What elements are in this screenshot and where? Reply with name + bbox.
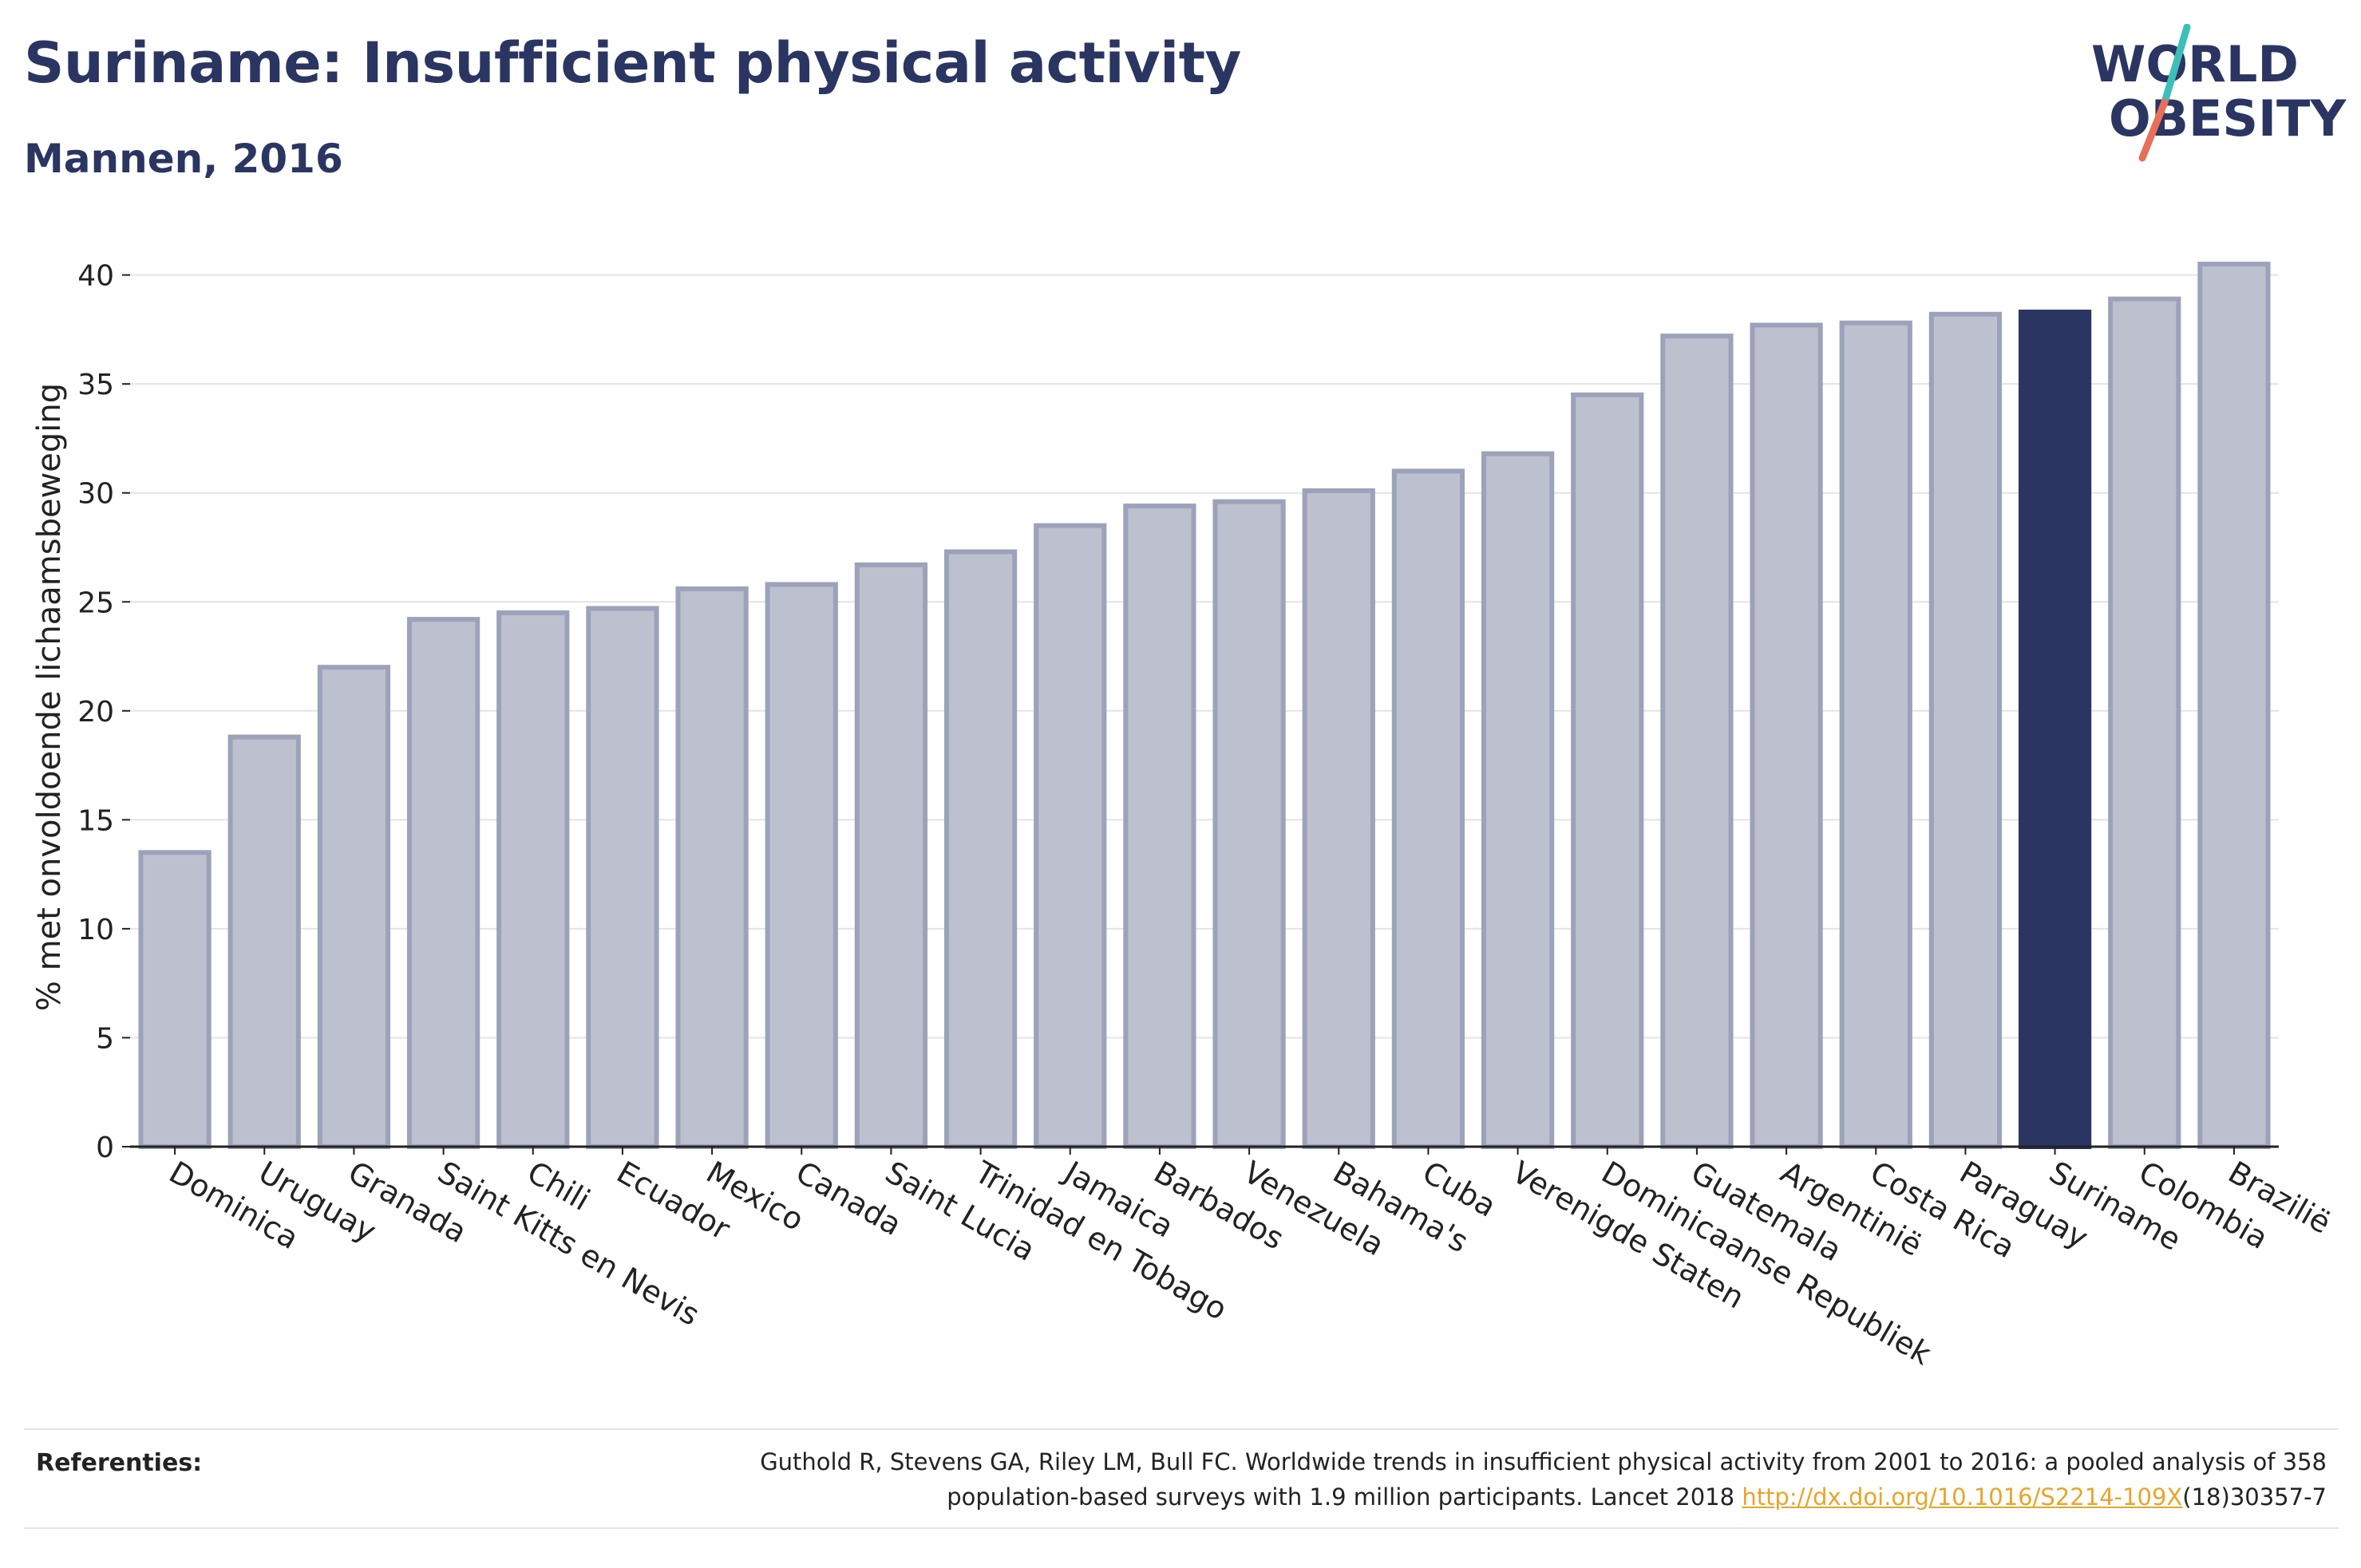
references-text: Guthold R, Stevens GA, Riley LM, Bull FC… bbox=[491, 1444, 2327, 1515]
logo-slash-top bbox=[2161, 24, 2191, 106]
y-tick-label: 40 bbox=[77, 260, 114, 293]
page-title: Suriname: Insufficient physical activity bbox=[24, 30, 1241, 96]
y-tick-label: 35 bbox=[77, 369, 114, 401]
bar-brazili- bbox=[2197, 261, 2271, 1150]
bar-colombia bbox=[2108, 296, 2181, 1149]
bar-canada bbox=[765, 582, 838, 1149]
bar-barbados bbox=[1123, 504, 1196, 1149]
reference-line-2-suffix: (18)30357-7 bbox=[2182, 1483, 2327, 1511]
bar-saint-lucia bbox=[854, 562, 928, 1149]
page-subtitle: Mannen, 2016 bbox=[24, 136, 343, 182]
bar-suriname bbox=[2018, 310, 2092, 1149]
bar-paraguay bbox=[1928, 311, 2003, 1149]
logo-word-1: WORLD bbox=[2091, 35, 2299, 93]
bar-bahama-s bbox=[1302, 488, 1375, 1149]
bar-verenigde-staten bbox=[1481, 451, 1555, 1149]
y-axis-label: % met onvoldoende lichaamsbeweging bbox=[31, 383, 68, 1011]
bar-dominicaanse-republiek bbox=[1571, 392, 1644, 1150]
y-tick-label: 5 bbox=[96, 1022, 114, 1055]
bar-granada bbox=[317, 665, 391, 1149]
gridlines bbox=[130, 274, 2279, 1039]
doi-link[interactable]: http://dx.doi.org/10.1016/S2214-109X bbox=[1742, 1483, 2183, 1511]
bar-mexico bbox=[675, 586, 749, 1149]
bar-dominica bbox=[138, 850, 212, 1149]
reference-line-2: population-based surveys with 1.9 millio… bbox=[947, 1483, 1742, 1511]
bar-costa-rica bbox=[1839, 320, 1912, 1150]
bar-chart: 0510152025303540DominicaUruguayGranadaSa… bbox=[31, 260, 2337, 1372]
bar-jamaica bbox=[1034, 523, 1107, 1149]
bar-ecuador bbox=[586, 606, 659, 1149]
bar-argentini- bbox=[1750, 322, 1823, 1150]
bars bbox=[138, 261, 2271, 1150]
bar-venezuela bbox=[1212, 499, 1286, 1149]
y-tick-label: 15 bbox=[77, 804, 114, 837]
reference-line-1: Guthold R, Stevens GA, Riley LM, Bull FC… bbox=[760, 1448, 2327, 1475]
bar-uruguay bbox=[227, 734, 301, 1149]
references-label: Referenties: bbox=[36, 1449, 203, 1477]
y-tick-label: 10 bbox=[77, 914, 114, 946]
bar-guatemala bbox=[1660, 334, 1734, 1150]
y-tick-label: 30 bbox=[77, 478, 114, 511]
world-obesity-logo: WORLD OBESITY bbox=[2091, 24, 2347, 162]
logo-slash-bottom bbox=[2138, 98, 2169, 162]
bar-chili bbox=[496, 610, 570, 1149]
bar-trinidad-en-tobago bbox=[943, 549, 1018, 1149]
y-tick-label: 0 bbox=[96, 1132, 114, 1164]
y-tick-label: 25 bbox=[77, 587, 114, 619]
bar-saint-kitts-en-nevis bbox=[406, 617, 481, 1149]
references-section: Referenties: Guthold R, Stevens GA, Rile… bbox=[24, 1428, 2339, 1529]
y-tick-label: 20 bbox=[77, 696, 114, 729]
bar-cuba bbox=[1391, 468, 1465, 1149]
